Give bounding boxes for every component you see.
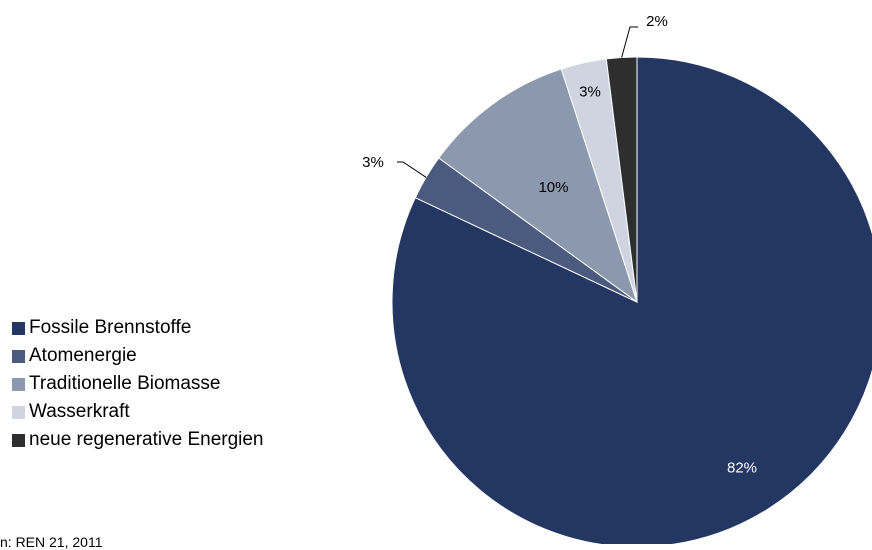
legend-label: Fossile Brennstoffe <box>29 317 192 338</box>
pie-slices <box>391 56 872 544</box>
slice-label: 2% <box>646 13 668 30</box>
legend-label: neue regenerative Energien <box>29 429 264 450</box>
legend-item-fossile-brennstoffe: Fossile Brennstoffe <box>12 314 264 342</box>
legend-swatch <box>12 405 25 419</box>
legend-label: Traditionelle Biomasse <box>29 373 221 394</box>
legend-swatch <box>12 321 25 335</box>
slice-label: 10% <box>538 179 568 196</box>
chart-legend: Fossile Brennstoffe Atomenergie Traditio… <box>12 314 264 454</box>
leader-line <box>397 161 427 178</box>
slice-label: 3% <box>362 154 384 171</box>
pie-slice-neue-regenerative-energien <box>605 56 638 303</box>
legend-item-neue-regenerative-energien: neue regenerative Energien <box>12 426 264 454</box>
legend-label: Atomenergie <box>29 345 137 366</box>
legend-item-atomenergie: Atomenergie <box>12 342 264 370</box>
slice-label: 82% <box>727 459 757 476</box>
legend-swatch <box>12 377 25 391</box>
leader-lines <box>397 26 638 178</box>
pie-slice-traditionelle-biomasse <box>438 68 638 304</box>
legend-item-wasserkraft: Wasserkraft <box>12 398 264 426</box>
pie-slice-fossile-brennstoffe <box>391 56 872 544</box>
slice-labels: 82% 3% 10% 3% 2% <box>362 13 757 476</box>
legend-item-traditionelle-biomasse: Traditionelle Biomasse <box>12 370 264 398</box>
leader-line <box>621 26 638 58</box>
legend-swatch <box>12 349 25 363</box>
source-note: llen: REN 21, 2011 <box>0 534 103 550</box>
legend-label: Wasserkraft <box>29 401 130 422</box>
legend-swatch <box>12 433 25 447</box>
slice-label: 3% <box>579 84 601 101</box>
